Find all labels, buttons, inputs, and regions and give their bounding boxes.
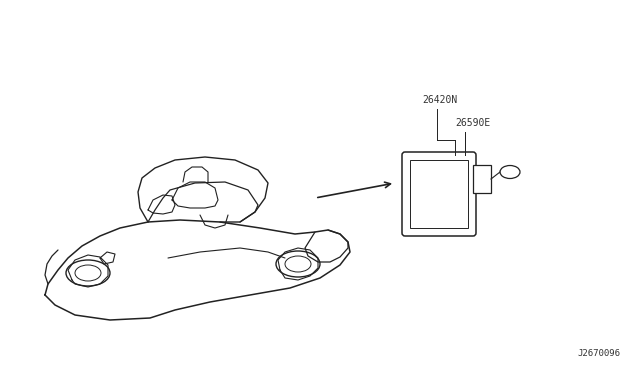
FancyBboxPatch shape — [402, 152, 476, 236]
Bar — [473, 165, 491, 193]
Text: 26420N: 26420N — [422, 95, 457, 105]
Text: J2670096: J2670096 — [577, 349, 620, 358]
Text: 26590E: 26590E — [455, 118, 490, 128]
Bar — [410, 160, 468, 228]
